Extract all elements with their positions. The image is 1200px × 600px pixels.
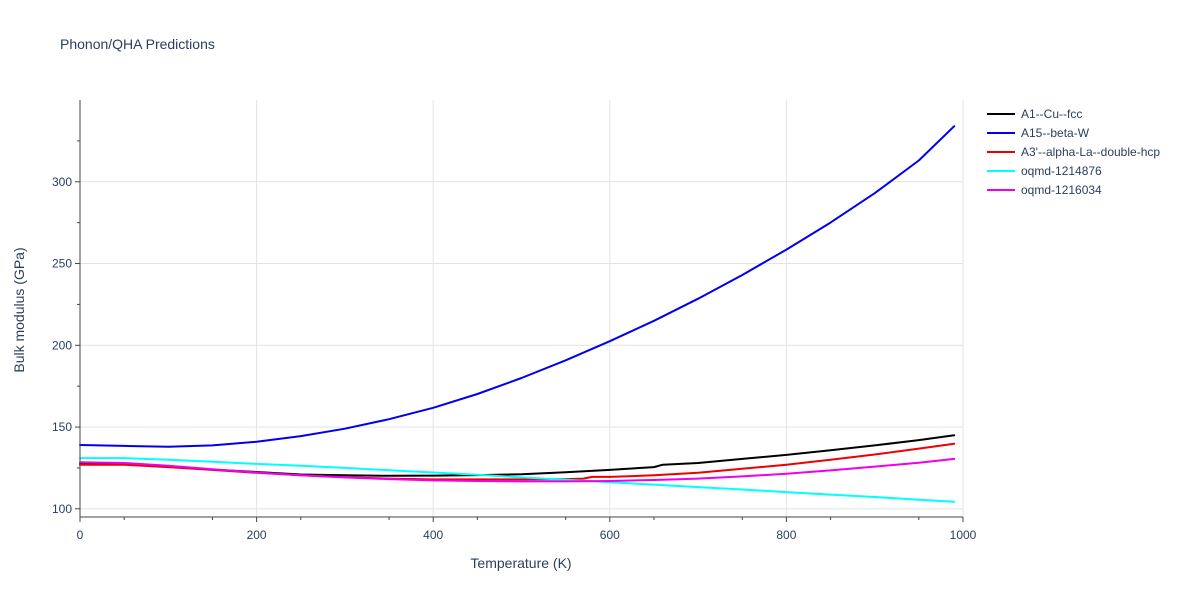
x-tick-label: 0 bbox=[77, 528, 84, 542]
x-tick-label: 600 bbox=[600, 528, 620, 542]
y-tick-label: 250 bbox=[52, 257, 72, 271]
y-axis-title: Bulk modulus (GPa) bbox=[11, 247, 27, 372]
legend-label: A15--beta-W bbox=[1021, 126, 1090, 140]
y-tick-label: 100 bbox=[52, 502, 72, 516]
legend-item[interactable]: oqmd-1216034 bbox=[987, 183, 1102, 197]
legend-label: oqmd-1214876 bbox=[1021, 164, 1102, 178]
series-lines bbox=[79, 125, 956, 503]
y-tick-label: 300 bbox=[52, 175, 72, 189]
chart-title: Phonon/QHA Predictions bbox=[60, 36, 215, 52]
x-axis-title: Temperature (K) bbox=[470, 555, 571, 571]
grid-lines bbox=[80, 100, 964, 517]
legend-item[interactable]: A3'--alpha-La--double-hcp bbox=[987, 145, 1160, 159]
legend-item[interactable]: A1--Cu--fcc bbox=[987, 107, 1082, 121]
series-line-2 bbox=[79, 125, 956, 448]
legend-item[interactable]: A15--beta-W bbox=[987, 126, 1090, 140]
x-tick-label: 1000 bbox=[950, 528, 977, 542]
series-line-4 bbox=[79, 457, 956, 503]
x-tick-label: 200 bbox=[247, 528, 267, 542]
y-tick-label: 150 bbox=[52, 420, 72, 434]
x-tick-label: 400 bbox=[423, 528, 443, 542]
series-line-5 bbox=[79, 457, 956, 483]
legend-label: oqmd-1216034 bbox=[1021, 183, 1102, 197]
legend[interactable]: A1--Cu--fcc A15--beta-W A3'--alpha-La--dou… bbox=[987, 107, 1160, 197]
x-tick-label: 800 bbox=[776, 528, 796, 542]
y-tick-label: 200 bbox=[52, 338, 72, 352]
legend-item[interactable]: oqmd-1214876 bbox=[987, 164, 1102, 178]
legend-label: A1--Cu--fcc bbox=[1021, 107, 1082, 121]
legend-label: A3'--alpha-La--double-hcp bbox=[1021, 145, 1160, 159]
axes: 0 200 400 600 800 1000 100 150 200 250 300 bbox=[52, 100, 977, 542]
